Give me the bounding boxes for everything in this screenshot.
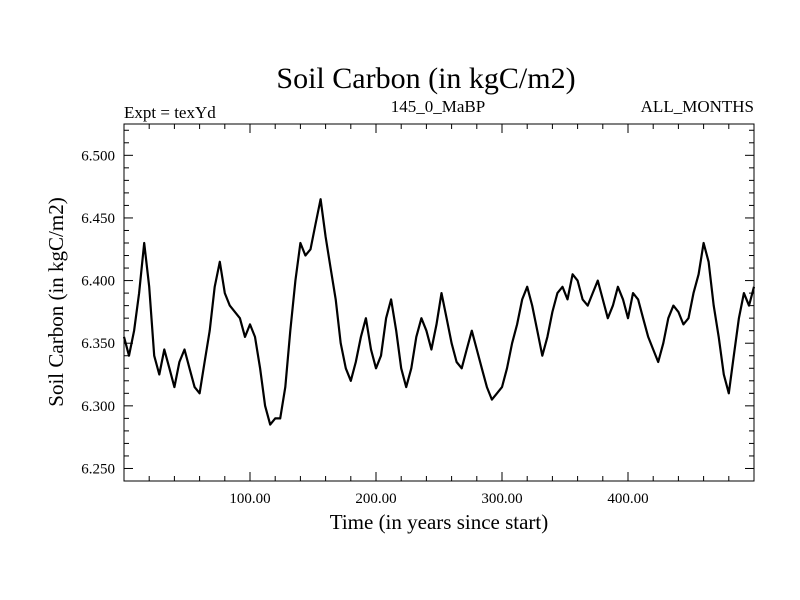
x-tick-label: 200.00 <box>355 491 396 507</box>
y-axis-ticks: 6.250 6.300 6.350 6.400 6.450 6.500 <box>81 129 754 477</box>
x-axis-label: Time (in years since start) <box>330 510 549 534</box>
months-label: ALL_MONTHS <box>641 97 754 116</box>
x-tick-label: 300.00 <box>481 491 522 507</box>
y-tick-label: 6.250 <box>81 461 115 477</box>
x-tick-label: 400.00 <box>607 491 648 507</box>
series-layer <box>122 198 756 426</box>
y-tick-label: 6.350 <box>81 336 115 352</box>
y-axis-label: Soil Carbon (in kgC/m2) <box>44 197 68 406</box>
y-tick-label: 6.400 <box>81 274 115 290</box>
x-tick-label: 100.00 <box>229 491 270 507</box>
y-tick-label: 6.300 <box>81 399 115 415</box>
y-tick-label: 6.500 <box>81 148 115 164</box>
plot-frame <box>123 123 755 482</box>
period-label: 145_0_MaBP <box>391 97 485 116</box>
chart-title: Soil Carbon (in kgC/m2) <box>276 62 575 95</box>
experiment-label: Expt = texYd <box>124 103 216 122</box>
y-tick-label: 6.450 <box>81 211 115 227</box>
x-axis-ticks: 100.00 200.00 300.00 400.00 <box>148 124 730 507</box>
soil-carbon-series-line <box>122 198 756 426</box>
